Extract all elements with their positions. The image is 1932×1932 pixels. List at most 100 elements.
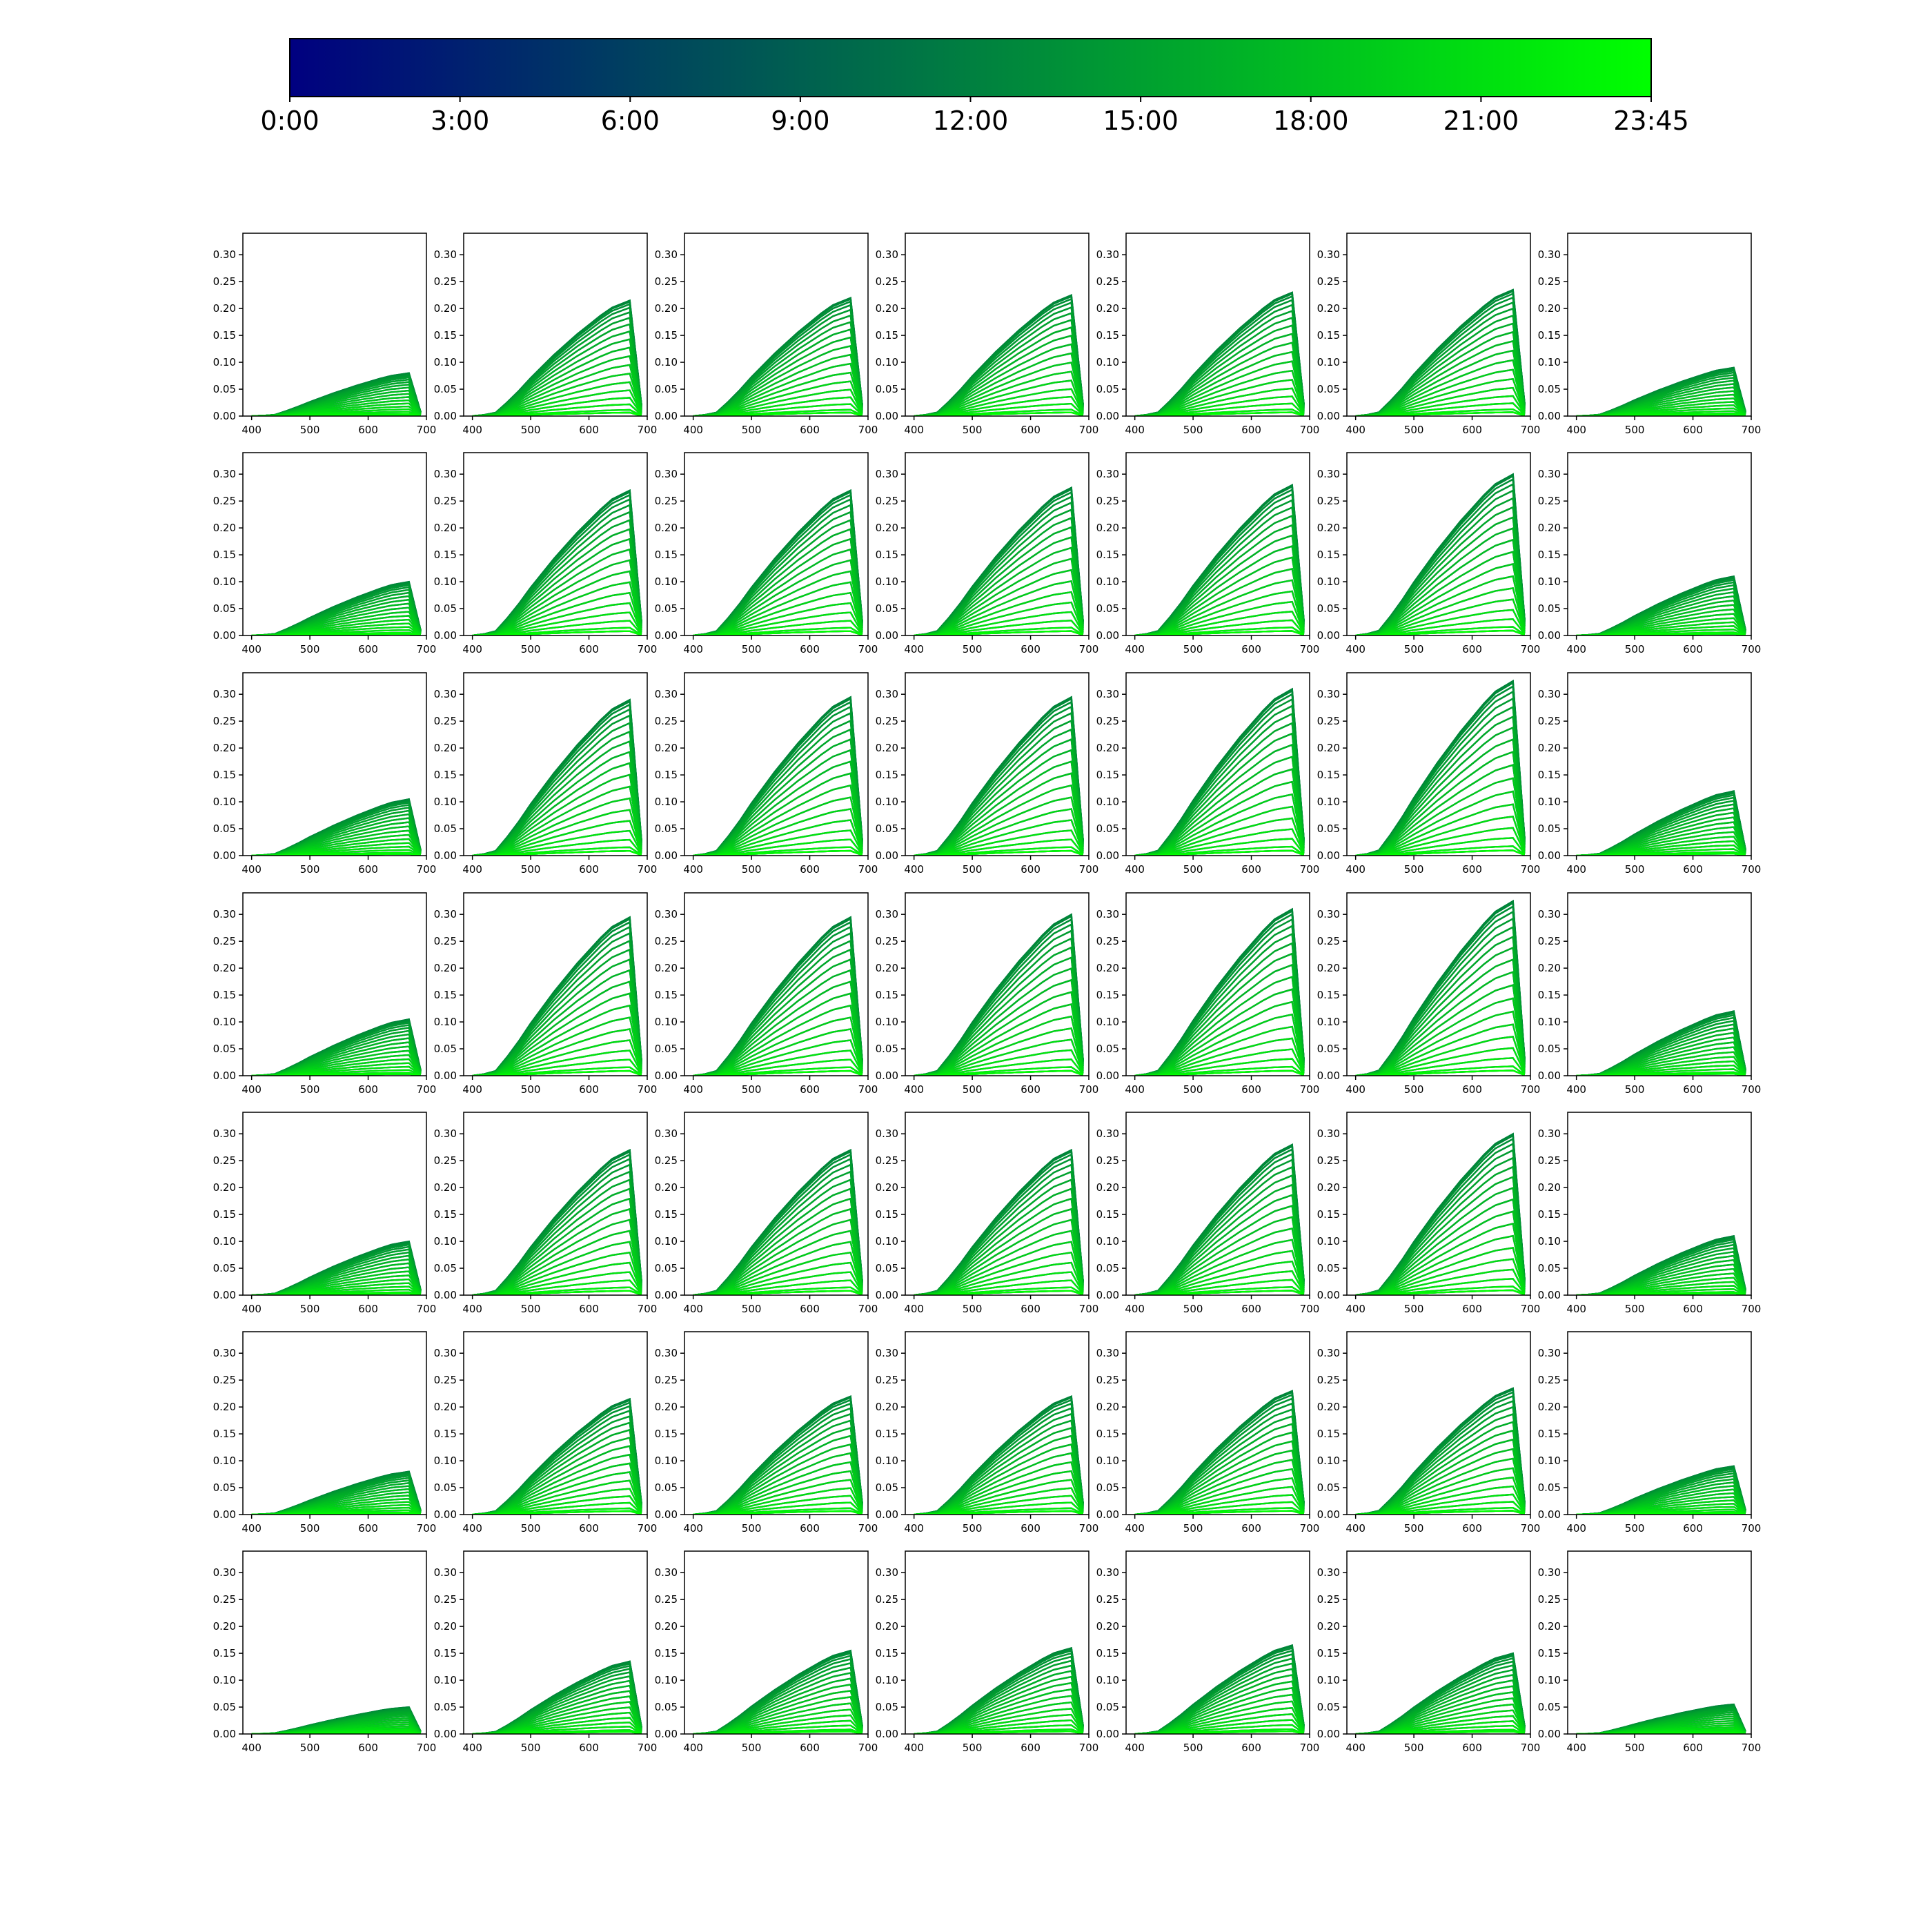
x-tick-label: 400 — [241, 1742, 262, 1754]
panel-series-group — [1355, 899, 1526, 1076]
y-tick-label: 0.10 — [876, 356, 898, 368]
y-tick-label: 0.20 — [434, 522, 457, 534]
y-tick-label: 0.25 — [1317, 1374, 1340, 1386]
y-tick-label: 0.05 — [1317, 1701, 1340, 1713]
series-line — [1355, 917, 1526, 1076]
y-tick-label: 0.25 — [1317, 1154, 1340, 1167]
y-tick-label: 0.15 — [876, 549, 898, 561]
y-tick-label: 0.30 — [1538, 468, 1561, 480]
series-line — [1355, 1457, 1526, 1515]
x-tick-label: 500 — [1404, 643, 1424, 656]
x-tick-label: 400 — [904, 1742, 924, 1754]
panel-frame — [905, 672, 1090, 856]
y-tick-label: 0.20 — [876, 742, 898, 754]
y-tick-label: 0.15 — [1096, 329, 1119, 342]
y-tick-label: 0.30 — [1317, 248, 1340, 261]
panel-r7-c2: 400 500 600 700 0.00 0.05 0.10 0.15 0.20 0.25 0.30 — [434, 1550, 657, 1754]
panel-frame — [242, 452, 427, 636]
x-tick-label: 500 — [300, 1303, 320, 1315]
y-tick-label: 0.10 — [655, 575, 678, 588]
y-tick-label: 0.25 — [876, 1593, 898, 1606]
y-tick-label: 0.05 — [655, 383, 678, 395]
y-tick-label: 0.30 — [1096, 248, 1119, 261]
panel-r4-c5: 400 500 600 700 0.00 0.05 0.10 0.15 0.20 0.25 0.30 — [1096, 892, 1319, 1096]
y-tick-label: 0.15 — [1538, 769, 1561, 781]
y-tick-label: 0.00 — [655, 1289, 678, 1301]
x-tick-label: 600 — [1462, 1083, 1482, 1096]
y-tick-label: 0.30 — [655, 688, 678, 700]
panel-r6-c2: 400 500 600 700 0.00 0.05 0.10 0.15 0.20 0.25 0.30 — [434, 1331, 657, 1535]
series-line — [914, 362, 1084, 416]
y-tick-label: 0.25 — [434, 715, 457, 727]
x-tick-label: 400 — [904, 1522, 924, 1535]
y-tick-label: 0.15 — [213, 1428, 236, 1440]
series-line — [1355, 803, 1526, 856]
series-line — [914, 711, 1084, 856]
y-tick-label: 0.25 — [1538, 935, 1561, 947]
x-tick-label: 400 — [1566, 1742, 1586, 1754]
x-tick-label: 700 — [1079, 1522, 1099, 1535]
panel-series-group — [1134, 1390, 1305, 1515]
series-line — [1134, 1159, 1305, 1295]
y-tick-label: 0.25 — [434, 1374, 457, 1386]
y-tick-label: 0.30 — [655, 468, 678, 480]
y-tick-label: 0.05 — [213, 1262, 236, 1274]
x-tick-label: 400 — [1566, 1522, 1586, 1535]
y-tick-label: 0.05 — [434, 1262, 457, 1274]
y-tick-label: 0.10 — [1538, 1674, 1561, 1686]
x-tick-label: 400 — [904, 424, 924, 436]
y-tick-label: 0.00 — [1096, 849, 1119, 862]
y-tick-label: 0.20 — [1096, 1181, 1119, 1194]
x-tick-label: 600 — [800, 1742, 820, 1754]
colorbar-tick-label: 9:00 — [771, 106, 829, 136]
x-tick-label: 400 — [1566, 1303, 1586, 1315]
series-line — [1134, 925, 1305, 1076]
x-tick-label: 500 — [521, 643, 541, 656]
x-tick-label: 400 — [683, 1083, 703, 1096]
panel-r1-c3: 400 500 600 700 0.00 0.05 0.10 0.15 0.20 0.25 0.30 — [655, 233, 878, 436]
panel-frame — [1346, 1550, 1531, 1735]
y-tick-label: 0.20 — [1538, 302, 1561, 315]
x-tick-label: 400 — [683, 424, 703, 436]
colorbar-tick-label: 15:00 — [1103, 106, 1179, 136]
y-tick-label: 0.30 — [434, 908, 457, 920]
y-tick-label: 0.05 — [213, 1701, 236, 1713]
series-line — [693, 1163, 863, 1295]
x-tick-label: 400 — [1346, 1742, 1366, 1754]
series-line — [1355, 917, 1526, 1076]
y-tick-label: 0.20 — [655, 302, 678, 315]
y-tick-label: 0.10 — [876, 1235, 898, 1248]
panel-frame — [1567, 452, 1752, 636]
y-tick-label: 0.00 — [1096, 1508, 1119, 1521]
panel-series-group — [1355, 1132, 1526, 1295]
y-tick-label: 0.25 — [434, 935, 457, 947]
y-tick-label: 0.00 — [434, 1508, 457, 1521]
y-tick-label: 0.25 — [1096, 715, 1119, 727]
y-tick-label: 0.30 — [655, 1566, 678, 1579]
y-tick-label: 0.00 — [1538, 1508, 1561, 1521]
x-tick-label: 700 — [638, 1303, 658, 1315]
y-tick-label: 0.05 — [876, 1043, 898, 1055]
series-line — [472, 920, 642, 1076]
panel-r5-c1: 400 500 600 700 0.00 0.05 0.10 0.15 0.20 0.25 0.30 — [213, 1112, 436, 1315]
y-tick-label: 0.10 — [1096, 1674, 1119, 1686]
y-tick-label: 0.20 — [655, 1401, 678, 1413]
x-tick-label: 500 — [742, 863, 762, 876]
panel-series-group — [1355, 1387, 1526, 1515]
x-tick-label: 400 — [1566, 1083, 1586, 1096]
panel-frame — [1567, 1550, 1752, 1735]
x-tick-label: 500 — [521, 1742, 541, 1754]
y-tick-label: 0.15 — [434, 989, 457, 1001]
panel-frame — [1125, 452, 1310, 636]
y-tick-label: 0.10 — [213, 796, 236, 808]
x-tick-label: 400 — [904, 863, 924, 876]
panel-frame — [905, 452, 1090, 636]
x-tick-label: 400 — [241, 643, 262, 656]
y-tick-label: 0.30 — [655, 908, 678, 920]
series-line — [1134, 1459, 1305, 1515]
y-tick-label: 0.20 — [434, 1401, 457, 1413]
x-tick-label: 600 — [358, 1083, 378, 1096]
y-tick-label: 0.20 — [876, 1620, 898, 1633]
panel-series-group — [914, 486, 1084, 635]
x-tick-label: 600 — [1462, 1742, 1482, 1754]
